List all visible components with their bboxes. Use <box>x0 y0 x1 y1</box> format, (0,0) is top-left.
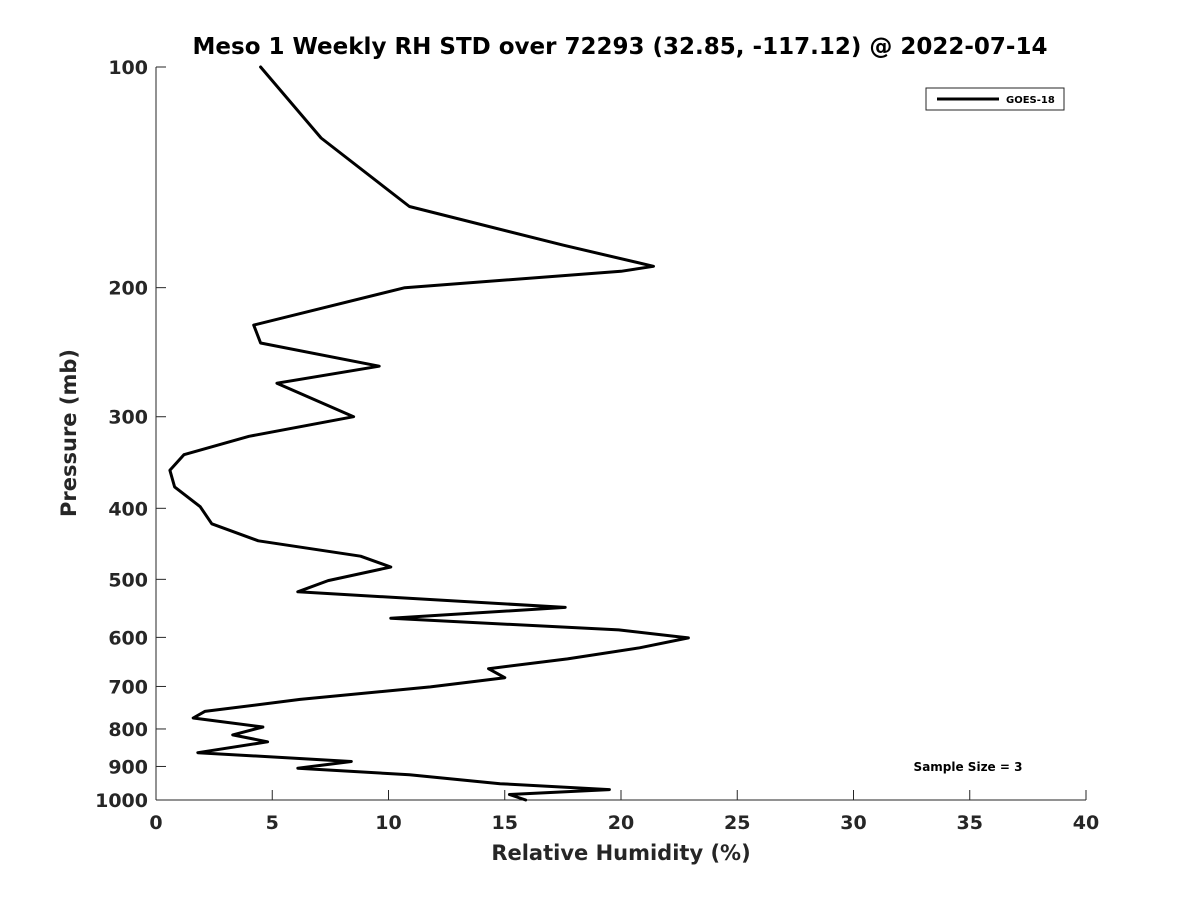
y-tick-label: 200 <box>108 278 148 300</box>
y-tick-label: 700 <box>108 676 148 698</box>
x-tick-label: 25 <box>724 812 750 834</box>
x-tick-label: 0 <box>149 812 162 834</box>
x-tick-label: 30 <box>840 812 866 834</box>
legend: GOES-18 <box>925 87 1065 111</box>
y-tick-label: 400 <box>108 498 148 520</box>
x-axis-label: Relative Humidity (%) <box>491 841 750 865</box>
series-layer <box>168 65 690 802</box>
y-ticks: 100 200 300 400 500 600 700 800 900 1000 <box>95 57 166 812</box>
x-ticks: 0 5 10 15 20 25 30 35 40 <box>149 790 1099 834</box>
y-tick-label: 500 <box>108 569 148 591</box>
y-tick-label: 100 <box>108 57 148 79</box>
series-line-goes-18 <box>168 65 690 802</box>
x-tick-label: 15 <box>492 812 518 834</box>
x-tick-label: 40 <box>1073 812 1099 834</box>
y-tick-label: 900 <box>108 756 148 778</box>
chart-title: Meso 1 Weekly RH STD over 72293 (32.85, … <box>193 34 1048 60</box>
y-axis-label: Pressure (mb) <box>57 349 81 517</box>
x-tick-label: 5 <box>266 812 279 834</box>
plot-area: 0 5 10 15 20 25 30 35 40 100 200 300 400 500 600 700 80… <box>95 57 1099 834</box>
x-tick-label: 20 <box>608 812 634 834</box>
sample-size-annotation: Sample Size = 3 <box>914 760 1023 774</box>
y-tick-label: 600 <box>108 627 148 649</box>
x-tick-label: 10 <box>375 812 401 834</box>
y-tick-label: 1000 <box>95 790 148 812</box>
y-tick-label: 800 <box>108 719 148 741</box>
axes-area <box>156 67 1086 800</box>
x-tick-label: 35 <box>957 812 983 834</box>
legend-label-goes-18: GOES-18 <box>1006 95 1055 106</box>
y-tick-label: 300 <box>108 407 148 429</box>
